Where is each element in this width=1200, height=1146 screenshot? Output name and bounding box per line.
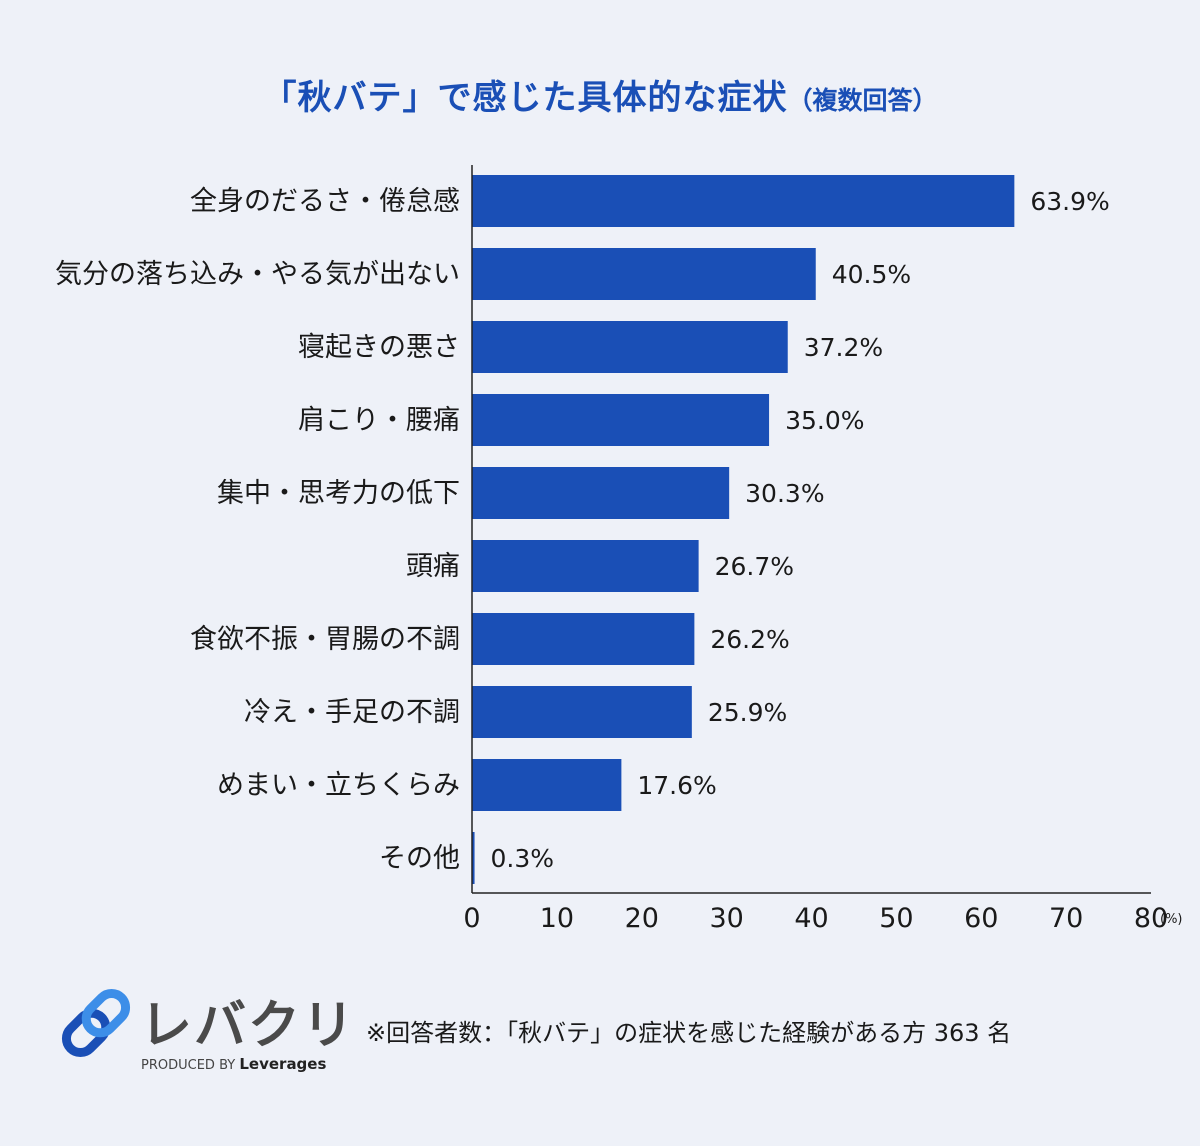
bar-chart: 全身のだるさ・倦怠感 63.9% 気分の落ち込み・やる気が出ない 40.5% 寝起きの悪… — [55, 165, 1183, 934]
category-label: 肩こり・腰痛 — [298, 405, 460, 436]
bar — [472, 467, 730, 519]
value-label: 25.9% — [708, 698, 787, 727]
x-unit-label: (%) — [1160, 912, 1183, 927]
bar — [472, 686, 692, 738]
bar — [472, 175, 1015, 227]
value-label: 37.2% — [804, 333, 883, 362]
category-label: 全身のだるさ・倦怠感 — [190, 186, 460, 217]
value-label: 0.3% — [491, 844, 555, 873]
category-label: 集中・思考力の低下 — [217, 478, 460, 509]
logo: レバクリ PRODUCED BY Leverages — [58, 985, 354, 1075]
category-label: 冷え・手足の不調 — [244, 697, 460, 728]
bar — [472, 832, 475, 884]
x-tick-label: 30 — [709, 903, 743, 934]
category-label: 頭痛 — [406, 551, 460, 582]
value-label: 26.2% — [710, 625, 789, 654]
x-tick-label: 60 — [964, 903, 998, 934]
x-tick-label: 40 — [794, 903, 828, 934]
category-label: その他 — [379, 843, 460, 874]
value-label: 63.9% — [1030, 187, 1109, 216]
chart-title-main: 「秋バテ」で感じた具体的な症状 — [262, 78, 788, 118]
x-tick-label: 20 — [625, 903, 659, 934]
value-label: 30.3% — [745, 479, 824, 508]
bar — [472, 248, 816, 300]
x-tick-label: 80 — [1134, 903, 1168, 934]
bar — [472, 613, 695, 665]
value-label: 35.0% — [785, 406, 864, 435]
logo-wordmark: レバクリ — [140, 996, 357, 1056]
category-label: 食欲不振・胃腸の不調 — [190, 624, 460, 655]
x-tick-label: 70 — [1049, 903, 1083, 934]
category-label: めまい・立ちくらみ — [217, 770, 460, 801]
logo-produced-by: PRODUCED BY Leverages — [141, 1055, 326, 1073]
bar — [472, 759, 622, 811]
x-tick-label: 10 — [540, 903, 574, 934]
bar — [472, 540, 699, 592]
value-label: 40.5% — [832, 260, 911, 289]
value-label: 17.6% — [637, 771, 716, 800]
chart-title: 「秋バテ」で感じた具体的な症状（複数回答） — [0, 70, 1200, 119]
respondent-note: ※回答者数：「秋バテ」の症状を感じた経験がある方 363 名 — [366, 1019, 1012, 1047]
category-label: 寝起きの悪さ — [298, 332, 460, 363]
value-label: 26.7% — [715, 552, 794, 581]
x-tick-label: 0 — [463, 903, 480, 934]
brand-name: Leverages — [239, 1055, 327, 1073]
category-label: 気分の落ち込み・やる気が出ない — [55, 259, 460, 290]
x-tick-label: 50 — [879, 903, 913, 934]
bar — [472, 321, 788, 373]
bar — [472, 394, 770, 446]
produced-by-text: PRODUCED BY — [141, 1058, 236, 1073]
link-logo-icon — [61, 988, 131, 1058]
chart-title-sub: （複数回答） — [787, 86, 938, 115]
